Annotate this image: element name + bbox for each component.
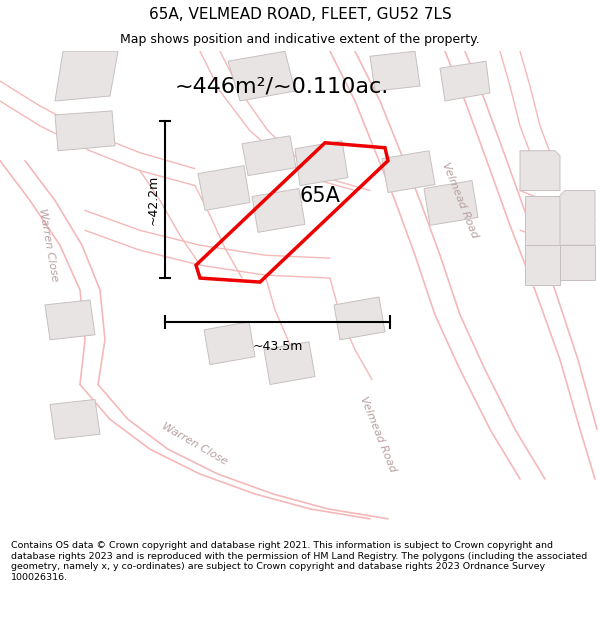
Text: ~446m²/~0.110ac.: ~446m²/~0.110ac. <box>175 76 389 96</box>
Polygon shape <box>334 297 385 340</box>
Polygon shape <box>242 136 296 176</box>
Text: Warren Close: Warren Close <box>160 421 230 467</box>
Polygon shape <box>424 181 478 226</box>
Text: ~42.2m: ~42.2m <box>146 174 160 224</box>
Text: Map shows position and indicative extent of the property.: Map shows position and indicative extent… <box>120 34 480 46</box>
Text: Velmead Road: Velmead Road <box>358 395 398 474</box>
Text: ~43.5m: ~43.5m <box>253 340 302 352</box>
Polygon shape <box>560 245 595 280</box>
Text: 65A: 65A <box>299 186 340 206</box>
Text: Warren Close: Warren Close <box>37 208 59 282</box>
Polygon shape <box>264 342 315 384</box>
Polygon shape <box>382 151 435 192</box>
Polygon shape <box>204 322 255 364</box>
Polygon shape <box>55 111 115 151</box>
Polygon shape <box>370 51 420 91</box>
Text: Velmead Road: Velmead Road <box>440 161 480 240</box>
Polygon shape <box>198 166 250 211</box>
Polygon shape <box>45 300 95 340</box>
Polygon shape <box>560 191 595 245</box>
Polygon shape <box>228 51 295 101</box>
Polygon shape <box>525 196 565 245</box>
Polygon shape <box>295 141 348 186</box>
Text: Contains OS data © Crown copyright and database right 2021. This information is : Contains OS data © Crown copyright and d… <box>11 541 587 581</box>
Polygon shape <box>55 51 118 101</box>
Polygon shape <box>525 245 560 285</box>
Text: 65A, VELMEAD ROAD, FLEET, GU52 7LS: 65A, VELMEAD ROAD, FLEET, GU52 7LS <box>149 7 451 22</box>
Polygon shape <box>252 189 305 232</box>
Polygon shape <box>50 399 100 439</box>
Polygon shape <box>520 151 560 191</box>
Polygon shape <box>440 61 490 101</box>
